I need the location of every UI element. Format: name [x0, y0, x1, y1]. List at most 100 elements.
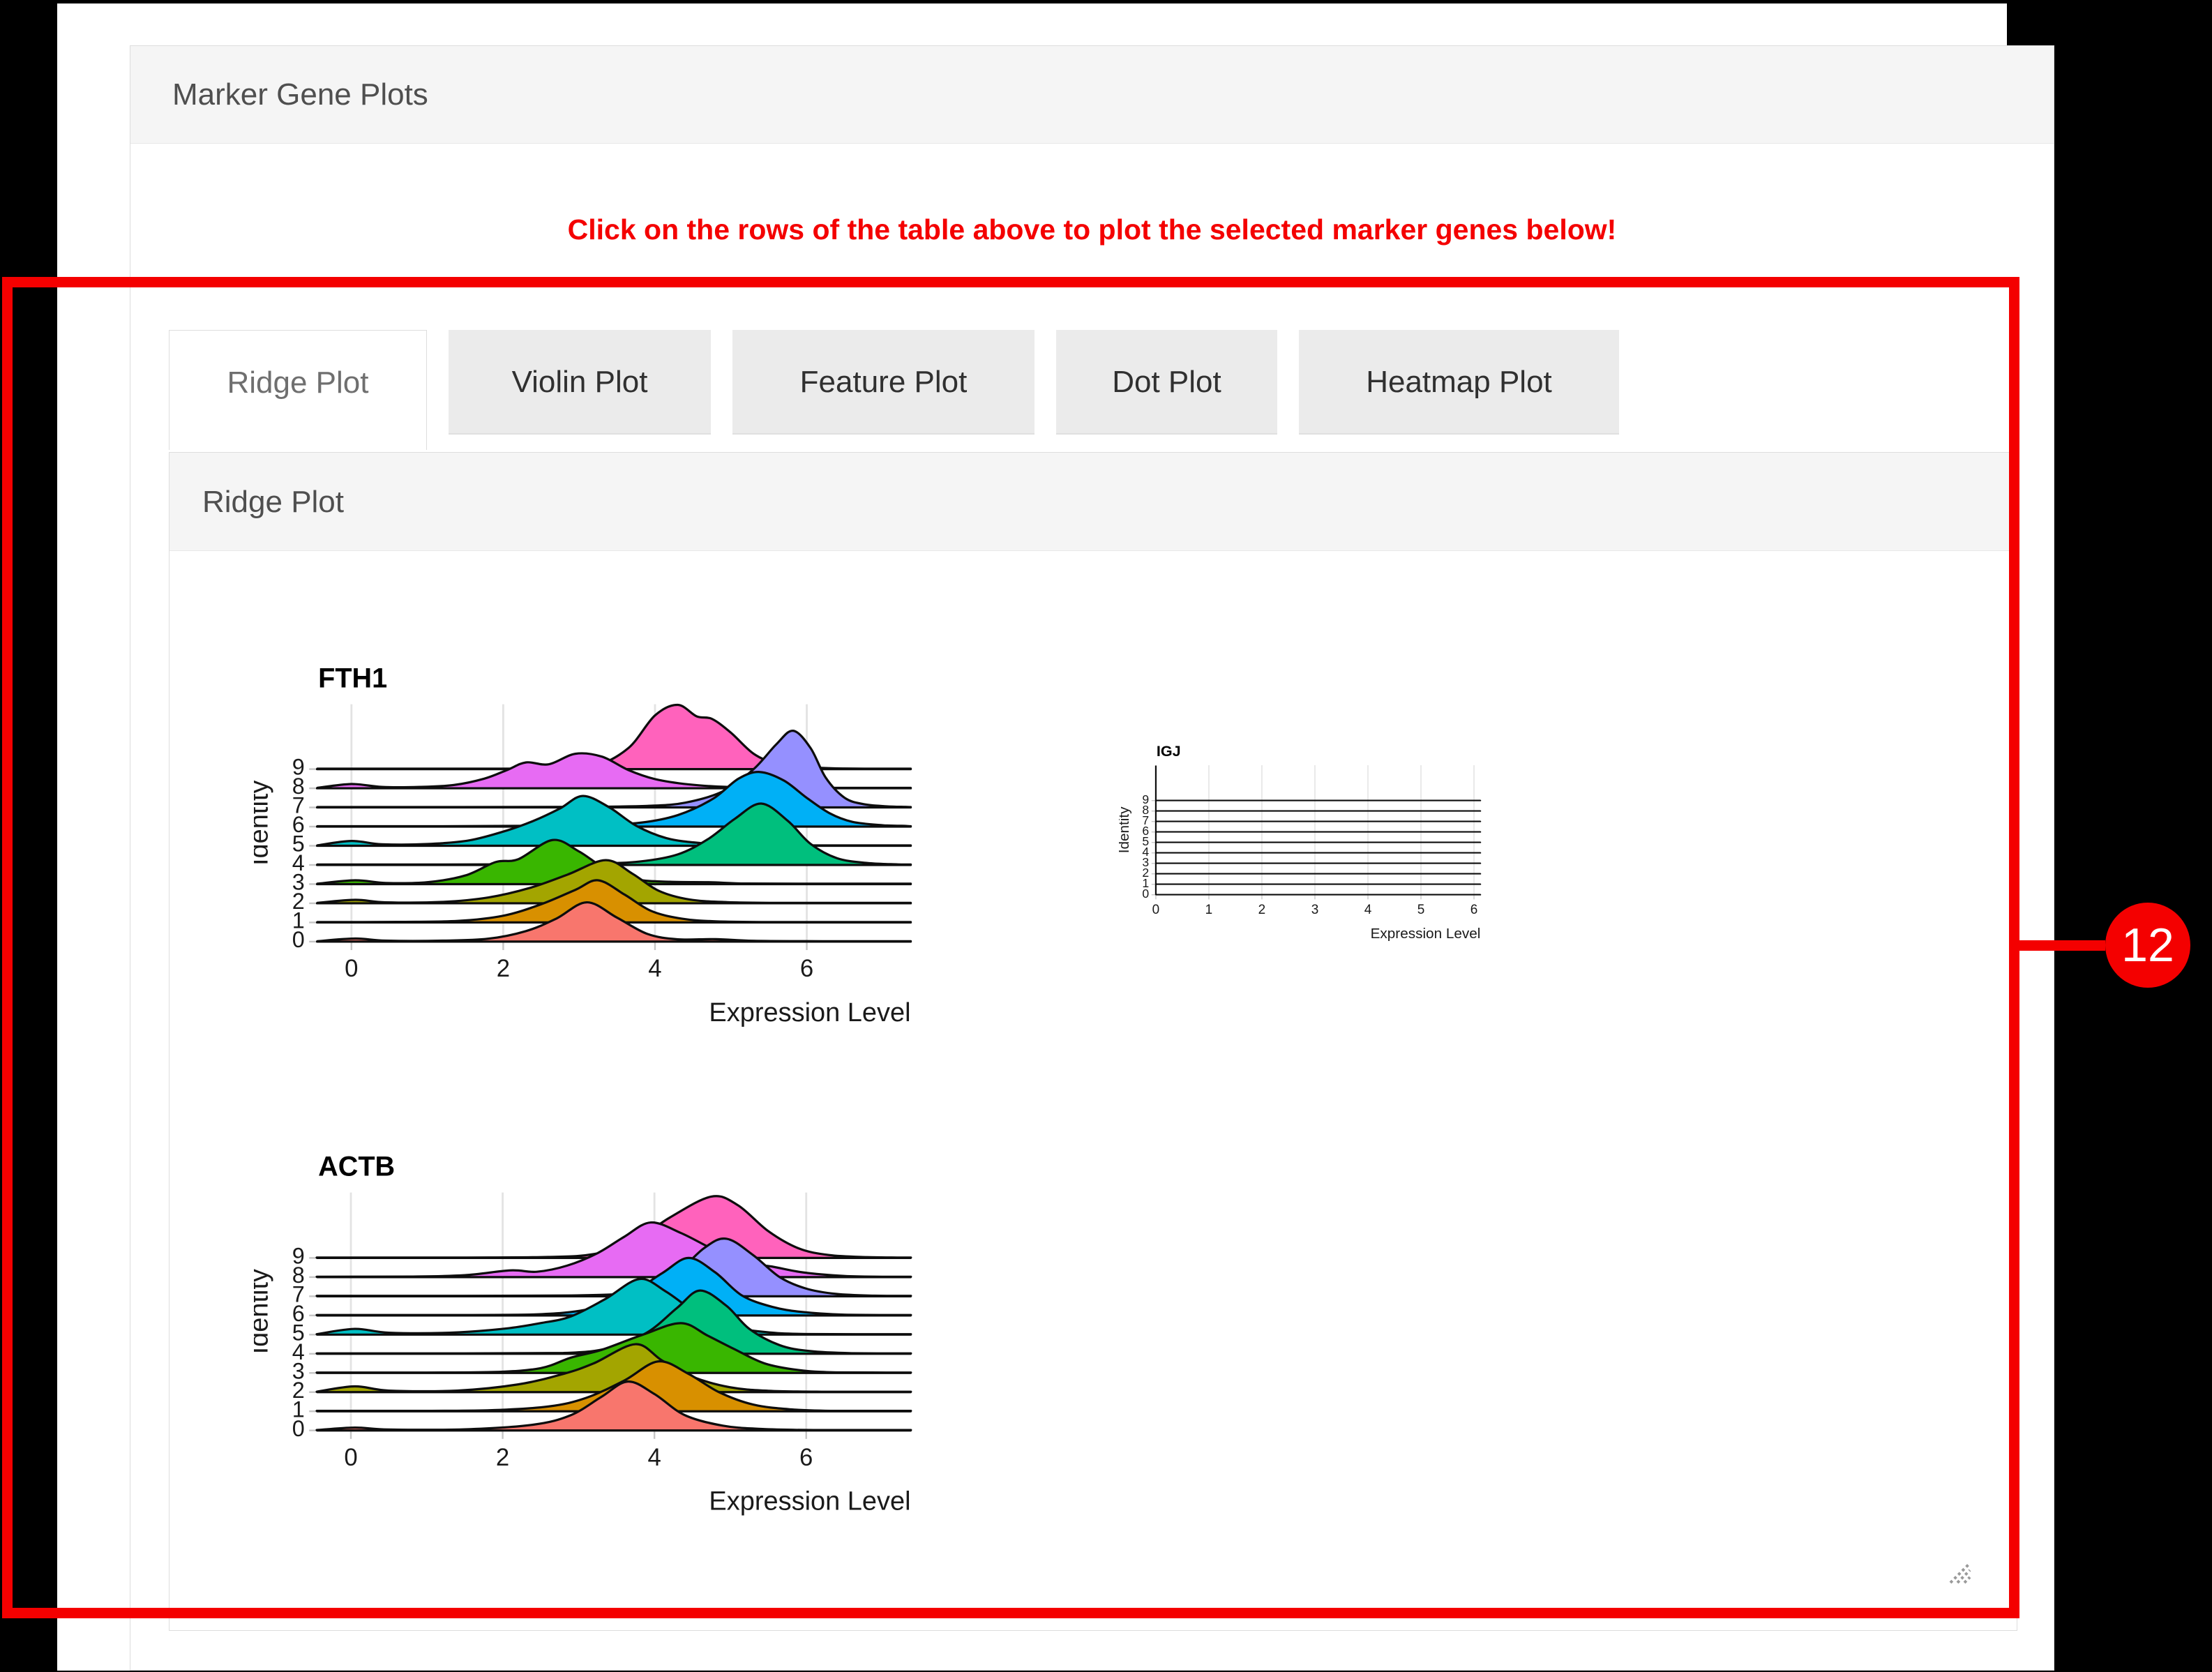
ridge-actb-identity-1: [315, 1360, 912, 1413]
svg-text:2: 2: [292, 1378, 305, 1403]
fth1-axis-ticks: [309, 768, 808, 951]
svg-text:1: 1: [292, 908, 305, 933]
svg-text:4: 4: [292, 850, 305, 875]
ridge-actb-identity-9: [315, 1195, 912, 1260]
ridge-fth1-identity-9: [315, 703, 912, 771]
svg-text:0: 0: [1152, 903, 1160, 917]
ridge-actb-identity-8: [315, 1221, 912, 1279]
content-card: Marker Gene Plots Click on the rows of t…: [57, 3, 2054, 1671]
tab-bar: Ridge Plot Violin Plot Feature Plot Dot …: [169, 330, 1619, 450]
svg-text:0: 0: [1142, 887, 1149, 901]
svg-text:5: 5: [1417, 903, 1425, 917]
svg-text:6: 6: [799, 1445, 813, 1471]
igj-xlabel: Expression Level: [1371, 926, 1481, 942]
instruction-note: Click on the rows of the table above to …: [567, 213, 1617, 246]
marker-gene-plots-box: Marker Gene Plots Click on the rows of t…: [130, 45, 2054, 1671]
svg-text:4: 4: [647, 1445, 661, 1471]
svg-text:6: 6: [292, 1301, 305, 1326]
svg-text:6: 6: [1470, 903, 1478, 917]
svg-text:1: 1: [1205, 903, 1213, 917]
svg-text:8: 8: [292, 774, 305, 799]
svg-text:0: 0: [292, 1416, 305, 1441]
fth1-xlabel: Expression Level: [709, 998, 910, 1027]
actb-xlabel: Expression Level: [709, 1487, 910, 1516]
svg-text:5: 5: [292, 1320, 305, 1345]
svg-text:3: 3: [292, 870, 305, 895]
svg-text:4: 4: [292, 1339, 305, 1364]
tab-dot-plot[interactable]: Dot Plot: [1056, 330, 1277, 435]
svg-text:0: 0: [292, 927, 305, 952]
tab-feature-plot[interactable]: Feature Plot: [732, 330, 1034, 435]
svg-text:7: 7: [292, 1281, 305, 1306]
ridge-actb-identity-5: [315, 1277, 912, 1336]
svg-text:0: 0: [345, 956, 358, 982]
tab-violin-plot[interactable]: Violin Plot: [449, 330, 711, 435]
svg-text:4: 4: [1142, 845, 1149, 859]
svg-text:5: 5: [292, 831, 305, 857]
tab-ridge-plot[interactable]: Ridge Plot: [169, 330, 427, 450]
annotation-badge-number: 12: [2121, 919, 2174, 972]
ridge-plot-panel: Ridge Plot 0 2 4 6 0 1 2 3 4 5 6 7 8 9 FTH1 Expression …: [169, 452, 2017, 1631]
svg-text:6: 6: [1142, 824, 1149, 838]
svg-text:2: 2: [497, 956, 510, 982]
box-header: Marker Gene Plots: [130, 46, 2054, 144]
ridge-actb-identity-0: [315, 1380, 912, 1432]
actb-ridges: [315, 1195, 912, 1432]
igj-axis-ticks: [1151, 800, 1475, 900]
box-title: Marker Gene Plots: [172, 77, 428, 112]
svg-text:3: 3: [1311, 903, 1319, 917]
svg-text:3: 3: [1142, 855, 1149, 869]
svg-text:9: 9: [292, 1243, 305, 1268]
ridge-actb-identity-2: [315, 1343, 912, 1394]
svg-text:6: 6: [800, 956, 813, 982]
ridge-plot-panel-header: Ridge Plot: [170, 453, 2017, 551]
svg-text:3: 3: [292, 1358, 305, 1383]
svg-text:2: 2: [1142, 866, 1149, 880]
svg-text:2: 2: [496, 1445, 509, 1471]
svg-text:0: 0: [344, 1445, 357, 1471]
actb-axis-ticks: [309, 1257, 807, 1439]
svg-text:2: 2: [1258, 903, 1266, 917]
ridge-fth1-identity-0: [315, 901, 912, 943]
tab-heatmap-plot[interactable]: Heatmap Plot: [1299, 330, 1619, 435]
fth1-ridges: [315, 703, 912, 943]
annotation-badge: 12: [2105, 903, 2190, 988]
igj-title: IGJ: [1157, 742, 1181, 760]
svg-text:8: 8: [1142, 803, 1149, 817]
plot-resize-grip[interactable]: [1942, 1555, 1973, 1586]
fth1-ylabel: Identity: [254, 781, 273, 866]
panel-title: Ridge Plot: [202, 485, 345, 519]
annotation-connector: [2019, 940, 2105, 951]
igj-ylabel: Identity: [1119, 806, 1132, 853]
svg-text:1: 1: [1142, 876, 1149, 890]
igj-gridlines: [1155, 765, 1475, 895]
svg-text:4: 4: [1364, 903, 1372, 917]
actb-ylabel: Identity: [254, 1269, 273, 1354]
svg-text:2: 2: [292, 889, 305, 914]
actb-title: ACTB: [318, 1151, 395, 1182]
ridge-actb-identity-4: [315, 1289, 912, 1355]
svg-text:4: 4: [648, 956, 661, 982]
svg-text:7: 7: [1142, 813, 1149, 827]
svg-text:5: 5: [1142, 834, 1149, 848]
svg-text:7: 7: [292, 793, 305, 818]
svg-text:9: 9: [292, 755, 305, 780]
igj-ridges: [1155, 799, 1482, 896]
svg-text:6: 6: [292, 812, 305, 837]
svg-text:8: 8: [292, 1263, 305, 1288]
ridge-actb-identity-3: [315, 1322, 912, 1374]
fth1-title: FTH1: [318, 663, 387, 693]
ridge-actb-identity-7: [315, 1237, 912, 1297]
svg-text:9: 9: [1142, 792, 1149, 806]
ridge-fth1-identity-2: [315, 859, 912, 905]
svg-text:1: 1: [292, 1396, 305, 1422]
resize-grip-lines: [1949, 1562, 1971, 1584]
ridge-fth1-identity-1: [315, 879, 912, 924]
